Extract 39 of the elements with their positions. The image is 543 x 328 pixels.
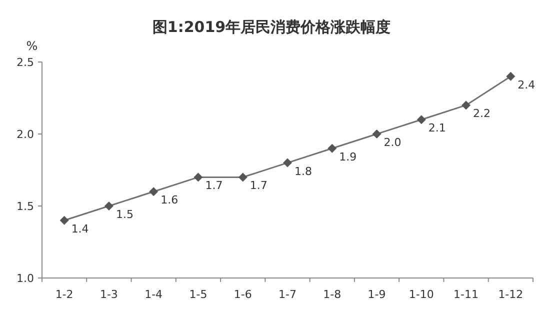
point bbox=[462, 100, 471, 110]
data-label: 1.4 bbox=[71, 222, 89, 236]
point bbox=[283, 158, 292, 168]
x-tick-label: 1-4 bbox=[144, 288, 163, 301]
x-tick-label: 1-7 bbox=[278, 288, 296, 301]
data-label: 1.9 bbox=[339, 150, 357, 164]
point bbox=[60, 216, 69, 225]
x-tick-label: 1-5 bbox=[189, 288, 208, 301]
data-label: 1.8 bbox=[294, 164, 312, 178]
title: 图1:2019年居民消费价格涨跌幅度 bbox=[152, 18, 391, 36]
point bbox=[506, 72, 516, 81]
x-tick-label: 1-8 bbox=[323, 288, 342, 301]
y-tick-label: 2.0 bbox=[16, 128, 34, 141]
point bbox=[372, 130, 382, 138]
data-label: 1.5 bbox=[116, 208, 134, 221]
x-tick-label: 1-12 bbox=[498, 288, 524, 301]
point bbox=[149, 187, 158, 196]
y-tick-label: 2.5 bbox=[16, 56, 34, 69]
data-label: 2.4 bbox=[518, 78, 536, 92]
x-tick-label: 1-11 bbox=[454, 288, 479, 301]
x-tick-label: 1-3 bbox=[100, 288, 118, 301]
point bbox=[328, 144, 337, 153]
point bbox=[416, 115, 426, 124]
data-label: 2.0 bbox=[384, 136, 402, 149]
x-tick-label: 1-10 bbox=[408, 288, 434, 301]
data-label: 1.7 bbox=[205, 179, 223, 192]
data-label: 1.7 bbox=[250, 179, 268, 192]
point bbox=[194, 172, 203, 182]
y-tick-label: 1.5 bbox=[16, 200, 34, 213]
data-label: 1.6 bbox=[160, 194, 178, 207]
x-tick-label: 1-2 bbox=[55, 288, 74, 301]
ylabel: % bbox=[26, 39, 38, 53]
data-label: 2.2 bbox=[473, 107, 491, 120]
x-tick-label: 1-9 bbox=[368, 288, 386, 301]
x-tick-label: 1-6 bbox=[234, 288, 252, 301]
point bbox=[238, 172, 248, 182]
point bbox=[104, 202, 114, 210]
y-tick-label: 1.0 bbox=[16, 272, 34, 285]
data-label: 2.1 bbox=[428, 122, 446, 135]
